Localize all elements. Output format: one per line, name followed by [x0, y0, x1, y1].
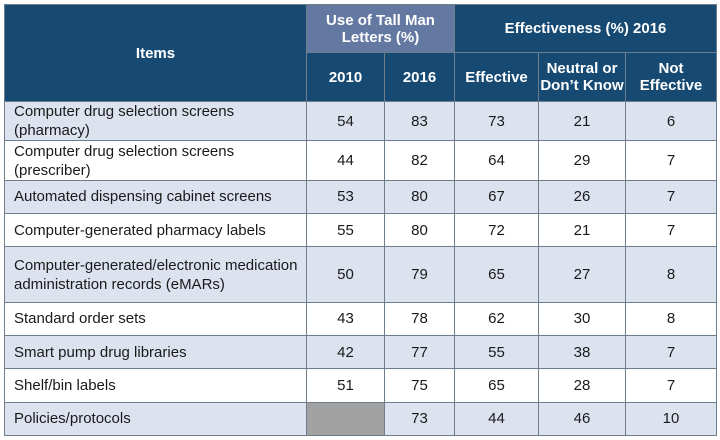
- value-2010: 42: [306, 335, 385, 370]
- value-neutral: 27: [538, 246, 626, 303]
- value-neutral: 29: [538, 140, 626, 181]
- item-cell: Computer drug selection screens (pharmac…: [4, 100, 307, 142]
- value-neutral: 21: [538, 212, 626, 248]
- value-neutral: 30: [538, 301, 626, 337]
- table-row: Automated dispensing cabinet screens 53 …: [4, 179, 717, 214]
- item-cell: Computer-generated/electronic medication…: [4, 246, 307, 303]
- value-neutral: 46: [538, 401, 626, 437]
- value-2016: 80: [384, 212, 455, 248]
- value-neutral: 28: [538, 368, 626, 403]
- table-row: Policies/protocols 73 44 46 10: [4, 401, 717, 437]
- value-effective: 62: [454, 301, 539, 337]
- value-not-effective: 8: [625, 301, 717, 337]
- tall-man-letters-table: Items Use of Tall Man Letters (%) Effect…: [4, 4, 717, 437]
- value-not-effective: 6: [625, 100, 717, 142]
- use-of-tall-man-letters-header: Use of Tall Man Letters (%): [306, 4, 455, 53]
- item-cell: Policies/protocols: [4, 401, 307, 437]
- value-2010: 50: [306, 246, 385, 303]
- value-2010: 53: [306, 179, 385, 214]
- value-2016: 77: [384, 335, 455, 370]
- value-effective: 64: [454, 140, 539, 181]
- col-effective-header: Effective: [454, 52, 539, 102]
- items-header: Items: [4, 4, 307, 102]
- value-effective: 73: [454, 100, 539, 142]
- table-row: Computer drug selection screens (pharmac…: [4, 100, 717, 142]
- value-2016: 78: [384, 301, 455, 337]
- value-2016: 80: [384, 179, 455, 214]
- item-cell: Smart pump drug libraries: [4, 335, 307, 370]
- value-not-effective: 7: [625, 368, 717, 403]
- value-effective: 65: [454, 246, 539, 303]
- item-cell: Automated dispensing cabinet screens: [4, 179, 307, 214]
- table-row: Computer drug selection screens (prescri…: [4, 140, 717, 181]
- value-2010: 55: [306, 212, 385, 248]
- table-row: Standard order sets 43 78 62 30 8: [4, 301, 717, 337]
- value-2010-empty: [306, 401, 385, 437]
- value-effective: 65: [454, 368, 539, 403]
- effectiveness-header: Effectiveness (%) 2016: [454, 4, 717, 53]
- value-not-effective: 8: [625, 246, 717, 303]
- value-effective: 72: [454, 212, 539, 248]
- item-cell: Standard order sets: [4, 301, 307, 337]
- table-row: Smart pump drug libraries 42 77 55 38 7: [4, 335, 717, 370]
- col-2016-header: 2016: [384, 52, 455, 102]
- table-row: Shelf/bin labels 51 75 65 28 7: [4, 368, 717, 403]
- value-not-effective: 7: [625, 212, 717, 248]
- value-effective: 44: [454, 401, 539, 437]
- value-neutral: 21: [538, 100, 626, 142]
- value-not-effective: 7: [625, 179, 717, 214]
- value-2016: 75: [384, 368, 455, 403]
- value-2010: 51: [306, 368, 385, 403]
- value-2016: 83: [384, 100, 455, 142]
- value-2010: 54: [306, 100, 385, 142]
- item-cell: Computer drug selection screens (prescri…: [4, 140, 307, 181]
- value-2016: 79: [384, 246, 455, 303]
- value-2016: 73: [384, 401, 455, 437]
- value-not-effective: 7: [625, 335, 717, 370]
- value-neutral: 38: [538, 335, 626, 370]
- col-not-effective-header: Not Effective: [625, 52, 717, 102]
- value-2010: 44: [306, 140, 385, 181]
- table-row: Computer-generated pharmacy labels 55 80…: [4, 212, 717, 248]
- value-effective: 67: [454, 179, 539, 214]
- col-2010-header: 2010: [306, 52, 385, 102]
- table-row: Computer-generated/electronic medication…: [4, 246, 717, 303]
- value-neutral: 26: [538, 179, 626, 214]
- value-not-effective: 10: [625, 401, 717, 437]
- value-2010: 43: [306, 301, 385, 337]
- value-effective: 55: [454, 335, 539, 370]
- item-cell: Shelf/bin labels: [4, 368, 307, 403]
- value-2016: 82: [384, 140, 455, 181]
- value-not-effective: 7: [625, 140, 717, 181]
- col-neutral-header: Neutral or Don’t Know: [538, 52, 626, 102]
- item-cell: Computer-generated pharmacy labels: [4, 212, 307, 248]
